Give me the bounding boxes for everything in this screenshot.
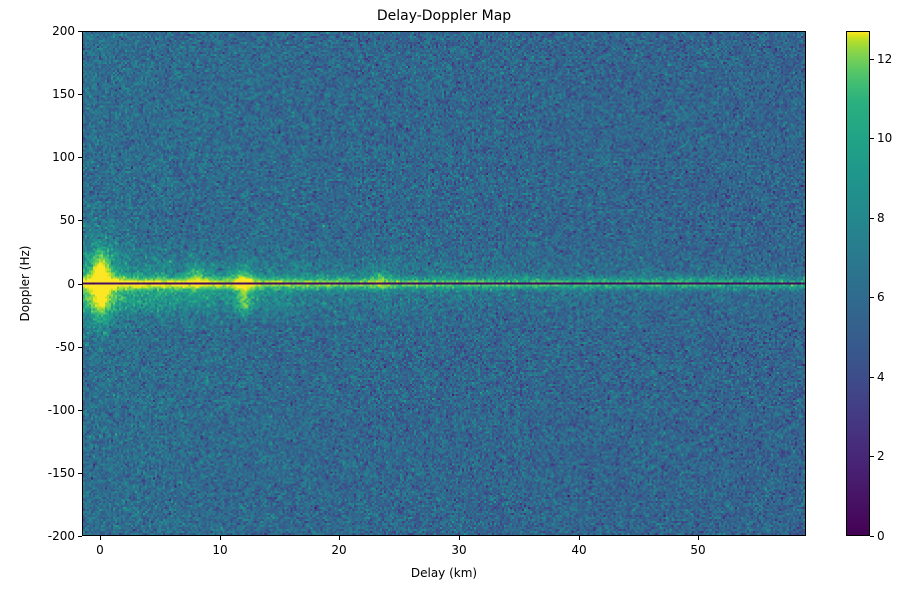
colorbar-tick-label: 4 — [877, 370, 885, 384]
colorbar-tick-label: 6 — [877, 290, 885, 304]
x-axis-label: Delay (km) — [410, 566, 478, 580]
colorbar-tick-mark — [870, 218, 874, 219]
x-tick-mark — [459, 536, 460, 540]
y-tick-mark — [78, 284, 82, 285]
y-tick-label: 50 — [59, 213, 75, 227]
y-tick-label: -50 — [55, 340, 75, 354]
x-tick-mark — [220, 536, 221, 540]
delay-doppler-heatmap-axes[interactable] — [82, 31, 806, 536]
y-tick-mark — [78, 536, 82, 537]
y-axis-label: Doppler (Hz) — [18, 245, 32, 322]
colorbar-tick-label: 8 — [877, 211, 885, 225]
x-tick-mark — [100, 536, 101, 540]
x-tick-mark — [339, 536, 340, 540]
colorbar-tick-label: 0 — [877, 529, 885, 543]
y-tick-mark — [78, 220, 82, 221]
y-tick-label: -150 — [47, 466, 75, 480]
y-tick-label: 200 — [52, 24, 75, 38]
x-tick-label: 20 — [331, 543, 347, 557]
x-tick-label: 10 — [212, 543, 228, 557]
y-tick-label: 100 — [52, 150, 75, 164]
colorbar-tick-mark — [870, 456, 874, 457]
y-tick-label: -200 — [47, 529, 75, 543]
x-tick-mark — [698, 536, 699, 540]
y-tick-label: 150 — [52, 87, 75, 101]
page-title: Delay-Doppler Map — [376, 8, 512, 24]
y-tick-mark — [78, 157, 82, 158]
y-tick-mark — [78, 347, 82, 348]
x-tick-label: 0 — [96, 543, 104, 557]
colorbar-tick-mark — [870, 59, 874, 60]
y-tick-label: -100 — [47, 403, 75, 417]
y-tick-mark — [78, 94, 82, 95]
heatmap-image — [83, 32, 805, 535]
x-tick-label: 50 — [690, 543, 706, 557]
colorbar-tick-mark — [870, 138, 874, 139]
y-tick-mark — [78, 31, 82, 32]
x-tick-mark — [579, 536, 580, 540]
colorbar-tick-mark — [870, 536, 874, 537]
x-tick-label: 30 — [451, 543, 467, 557]
y-tick-mark — [78, 410, 82, 411]
colorbar-tick-label: 2 — [877, 449, 885, 463]
colorbar-tick-mark — [870, 297, 874, 298]
x-tick-label: 40 — [571, 543, 587, 557]
y-tick-mark — [78, 473, 82, 474]
colorbar-tick-label: 10 — [877, 131, 893, 145]
colorbar-tick-mark — [870, 377, 874, 378]
y-tick-label: 0 — [67, 277, 75, 291]
colorbar-tick-label: 12 — [877, 52, 893, 66]
colorbar[interactable] — [846, 31, 870, 536]
